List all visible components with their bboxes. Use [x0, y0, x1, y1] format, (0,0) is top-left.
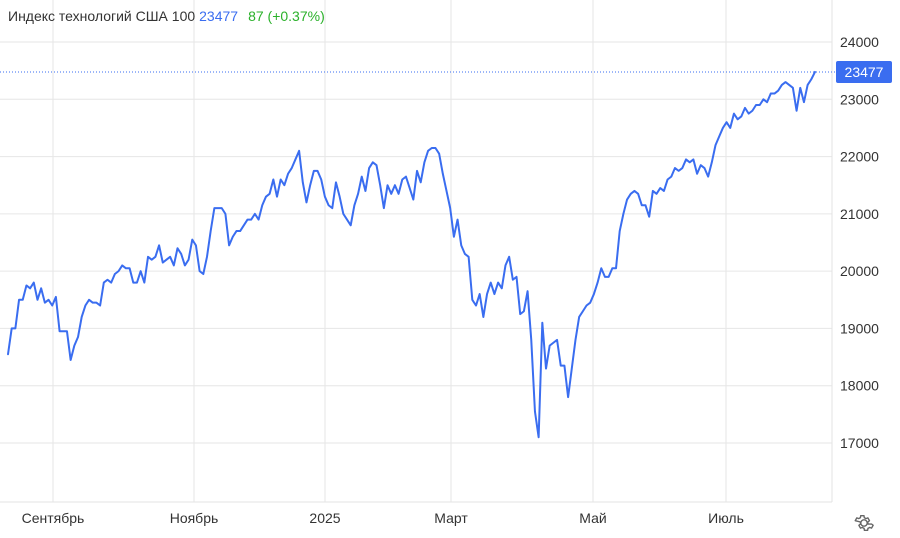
- x-tick-label: 2025: [309, 510, 340, 526]
- y-tick-label: 21000: [840, 206, 879, 222]
- last-value-label-bg: [836, 60, 892, 83]
- y-tick-label: 24000: [840, 34, 879, 50]
- y-tick-label: 18000: [840, 378, 879, 394]
- x-tick-label: Май: [579, 510, 606, 526]
- x-tick-label: Сентябрь: [22, 510, 85, 526]
- x-tick-label: Ноябрь: [170, 510, 219, 526]
- current-price: 23477: [199, 8, 239, 24]
- grid-layer: [0, 0, 832, 502]
- gear-icon[interactable]: [853, 512, 875, 534]
- y-tick-label: 19000: [840, 320, 879, 336]
- y-axis: 24000 23000 22000 21000 20000 19000 18000 17000: [840, 34, 879, 451]
- price-change: 87 (+0.37%): [248, 8, 325, 24]
- index-title: Индекс технологий США 100: [8, 8, 196, 24]
- y-tick-label: 23000: [840, 91, 879, 107]
- y-tick-label: 22000: [840, 149, 879, 165]
- gear-icon-graphic: [854, 514, 874, 532]
- x-axis: Сентябрь Ноябрь 2025 Март Май Июль: [22, 510, 744, 526]
- chart-header: Индекс технологий США 100 23477 87 (+0.37%…: [8, 8, 325, 24]
- y-tick-label: 20000: [840, 263, 879, 279]
- last-value-label: 23477: [836, 60, 892, 83]
- y-tick-label: 17000: [840, 435, 879, 451]
- x-tick-label: Июль: [708, 510, 744, 526]
- price-line: [7, 70, 816, 439]
- x-tick-label: Март: [434, 510, 468, 526]
- last-value-label-text: 23477: [845, 64, 884, 80]
